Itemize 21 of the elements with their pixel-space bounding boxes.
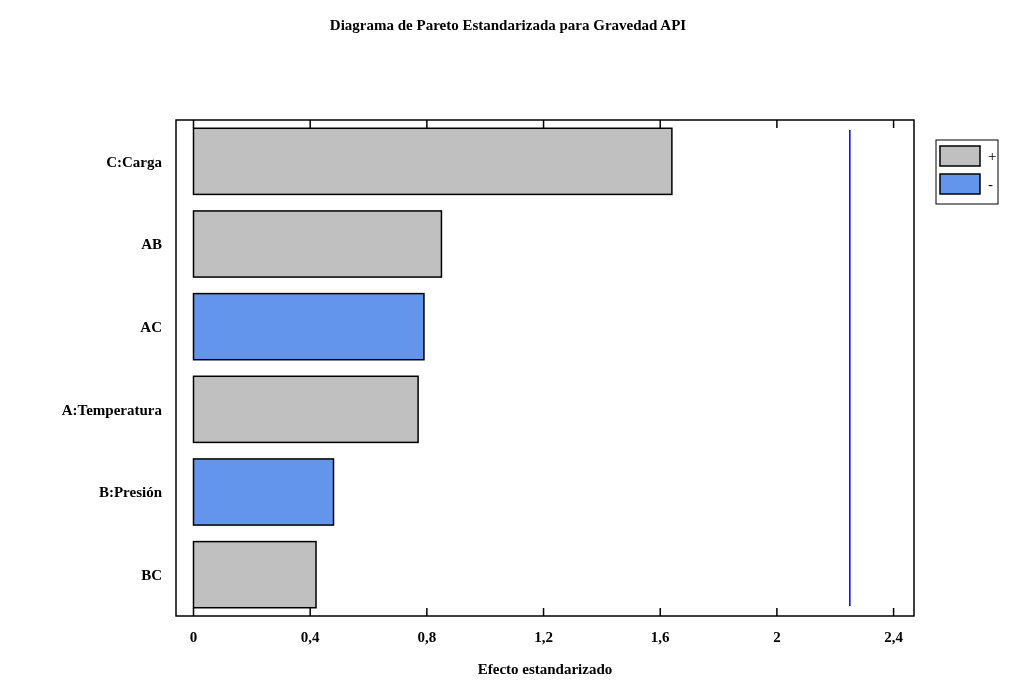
bar [192, 210, 443, 278]
x-axis-title: Efecto estandarizado [477, 661, 613, 677]
bar [192, 458, 335, 526]
bar [192, 292, 425, 361]
y-tick-label: AB [141, 236, 162, 253]
y-tick-label: C:Carga [106, 153, 163, 170]
x-tick-label: 0,8 [417, 629, 437, 645]
bar [192, 375, 419, 444]
y-tick-label: AC [140, 318, 162, 335]
y-tick-label: BC [141, 566, 162, 583]
legend-label: + [988, 148, 997, 164]
x-tick-label: 1,2 [534, 629, 553, 645]
y-tick-label: A:Temperatura [61, 401, 163, 418]
chart-title: Diagrama de Pareto Estandarizada para Gravedad API [329, 17, 687, 33]
y-tick-label: B:Presión [98, 484, 163, 501]
x-tick-label: 2,4 [884, 629, 904, 645]
legend-label: - [988, 176, 993, 192]
x-tick-label: 0 [189, 629, 198, 645]
x-tick-label: 2 [773, 629, 781, 645]
x-tick-label: 1,6 [650, 629, 671, 645]
x-tick-label: 0,4 [300, 629, 321, 645]
